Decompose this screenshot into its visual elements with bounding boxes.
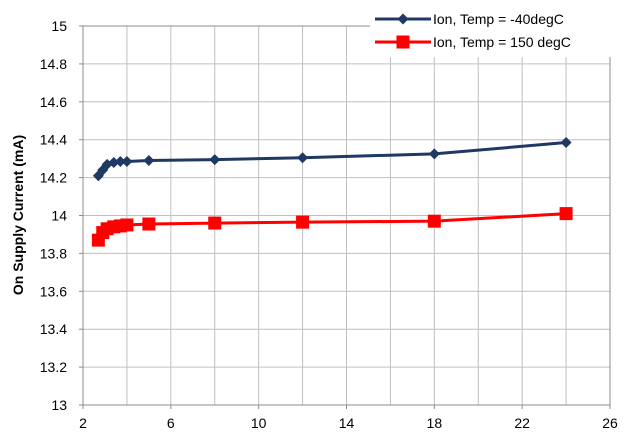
data-point [209,154,221,166]
data-point [108,156,120,168]
data-point [114,155,126,167]
data-point [296,215,310,229]
y-tick-label: 14.8 [40,56,67,72]
y-tick-label: 14.2 [40,170,67,186]
data-point [559,207,573,221]
x-tick-label: 14 [339,415,355,431]
series-2 [91,207,573,247]
series-line [97,141,567,177]
data-point [143,155,155,167]
x-tick-labels: 2 6 10 14 18 22 26 [79,405,618,431]
series-line [97,212,567,241]
legend-label: Ion, Temp = 150 degC [433,34,571,50]
data-point [142,217,156,231]
x-tick-label: 10 [251,415,267,431]
legend-marker [397,13,409,25]
data-point [121,155,133,167]
y-tick-labels: 13 13.2 13.4 13.6 13.8 14 14.2 14.4 14.6 14.8 15 [40,18,83,413]
legend-background [370,5,634,57]
x-tick-label: 2 [79,415,87,431]
x-tick-label: 22 [514,415,530,431]
y-tick-label: 13.6 [40,283,67,299]
data-point [428,148,440,160]
y-tick-label: 14.6 [40,94,67,110]
data-point [120,218,134,232]
series-1 [92,137,572,182]
y-tick-label: 13.4 [40,321,67,337]
x-tick-label: 18 [427,415,443,431]
y-axis-label: On Supply Current (mA) [10,135,26,295]
y-tick-label: 13 [51,397,67,413]
y-tick-label: 13.2 [40,359,67,375]
legend-label: Ion, Temp = -40degC [433,11,564,27]
data-point [208,216,222,230]
data-point [427,214,441,228]
data-point [560,137,572,149]
y-tick-label: 13.8 [40,245,67,261]
legend: Ion, Temp = -40degC Ion, Temp = 150 degC [370,5,634,57]
y-tick-label: 15 [51,18,67,34]
y-tick-label: 14.4 [40,132,67,148]
legend-marker [396,35,410,49]
x-tick-label: 26 [602,415,618,431]
x-tick-label: 6 [167,415,175,431]
y-tick-label: 14 [51,208,67,224]
data-point [297,152,309,164]
series-group [91,137,573,247]
